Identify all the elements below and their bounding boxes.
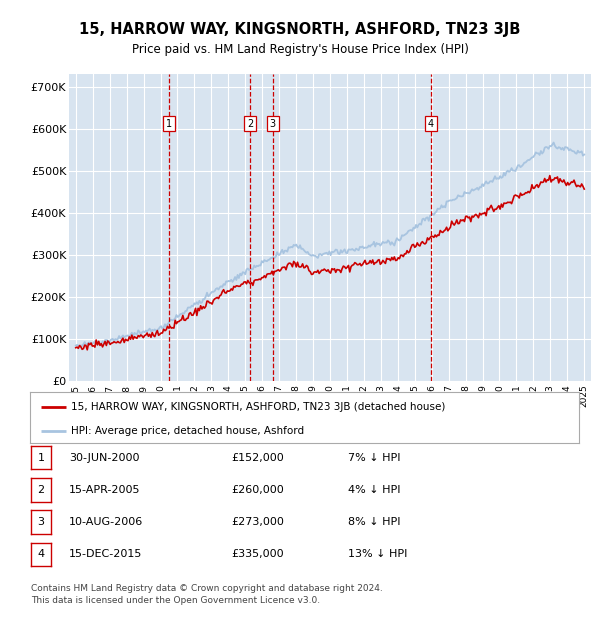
Text: Price paid vs. HM Land Registry's House Price Index (HPI): Price paid vs. HM Land Registry's House … <box>131 43 469 56</box>
Text: £152,000: £152,000 <box>231 453 284 463</box>
Text: 15, HARROW WAY, KINGSNORTH, ASHFORD, TN23 3JB (detached house): 15, HARROW WAY, KINGSNORTH, ASHFORD, TN2… <box>71 402 446 412</box>
Text: 15-DEC-2015: 15-DEC-2015 <box>69 549 142 559</box>
Text: 7% ↓ HPI: 7% ↓ HPI <box>348 453 401 463</box>
Text: 15, HARROW WAY, KINGSNORTH, ASHFORD, TN23 3JB: 15, HARROW WAY, KINGSNORTH, ASHFORD, TN2… <box>79 22 521 37</box>
Text: £260,000: £260,000 <box>231 485 284 495</box>
Text: 13% ↓ HPI: 13% ↓ HPI <box>348 549 407 559</box>
Text: 3: 3 <box>38 517 44 527</box>
Text: Contains HM Land Registry data © Crown copyright and database right 2024.
This d: Contains HM Land Registry data © Crown c… <box>31 584 383 605</box>
Text: £335,000: £335,000 <box>231 549 284 559</box>
Text: £273,000: £273,000 <box>231 517 284 527</box>
Text: 4% ↓ HPI: 4% ↓ HPI <box>348 485 401 495</box>
Text: HPI: Average price, detached house, Ashford: HPI: Average price, detached house, Ashf… <box>71 425 304 436</box>
Text: 4: 4 <box>428 118 434 128</box>
Text: 4: 4 <box>38 549 44 559</box>
Text: 1: 1 <box>38 453 44 463</box>
Text: 2: 2 <box>38 485 44 495</box>
Text: 1: 1 <box>166 118 172 128</box>
Text: 10-AUG-2006: 10-AUG-2006 <box>69 517 143 527</box>
Text: 30-JUN-2000: 30-JUN-2000 <box>69 453 139 463</box>
Text: 15-APR-2005: 15-APR-2005 <box>69 485 140 495</box>
Text: 8% ↓ HPI: 8% ↓ HPI <box>348 517 401 527</box>
Text: 3: 3 <box>269 118 276 128</box>
Text: 2: 2 <box>247 118 253 128</box>
